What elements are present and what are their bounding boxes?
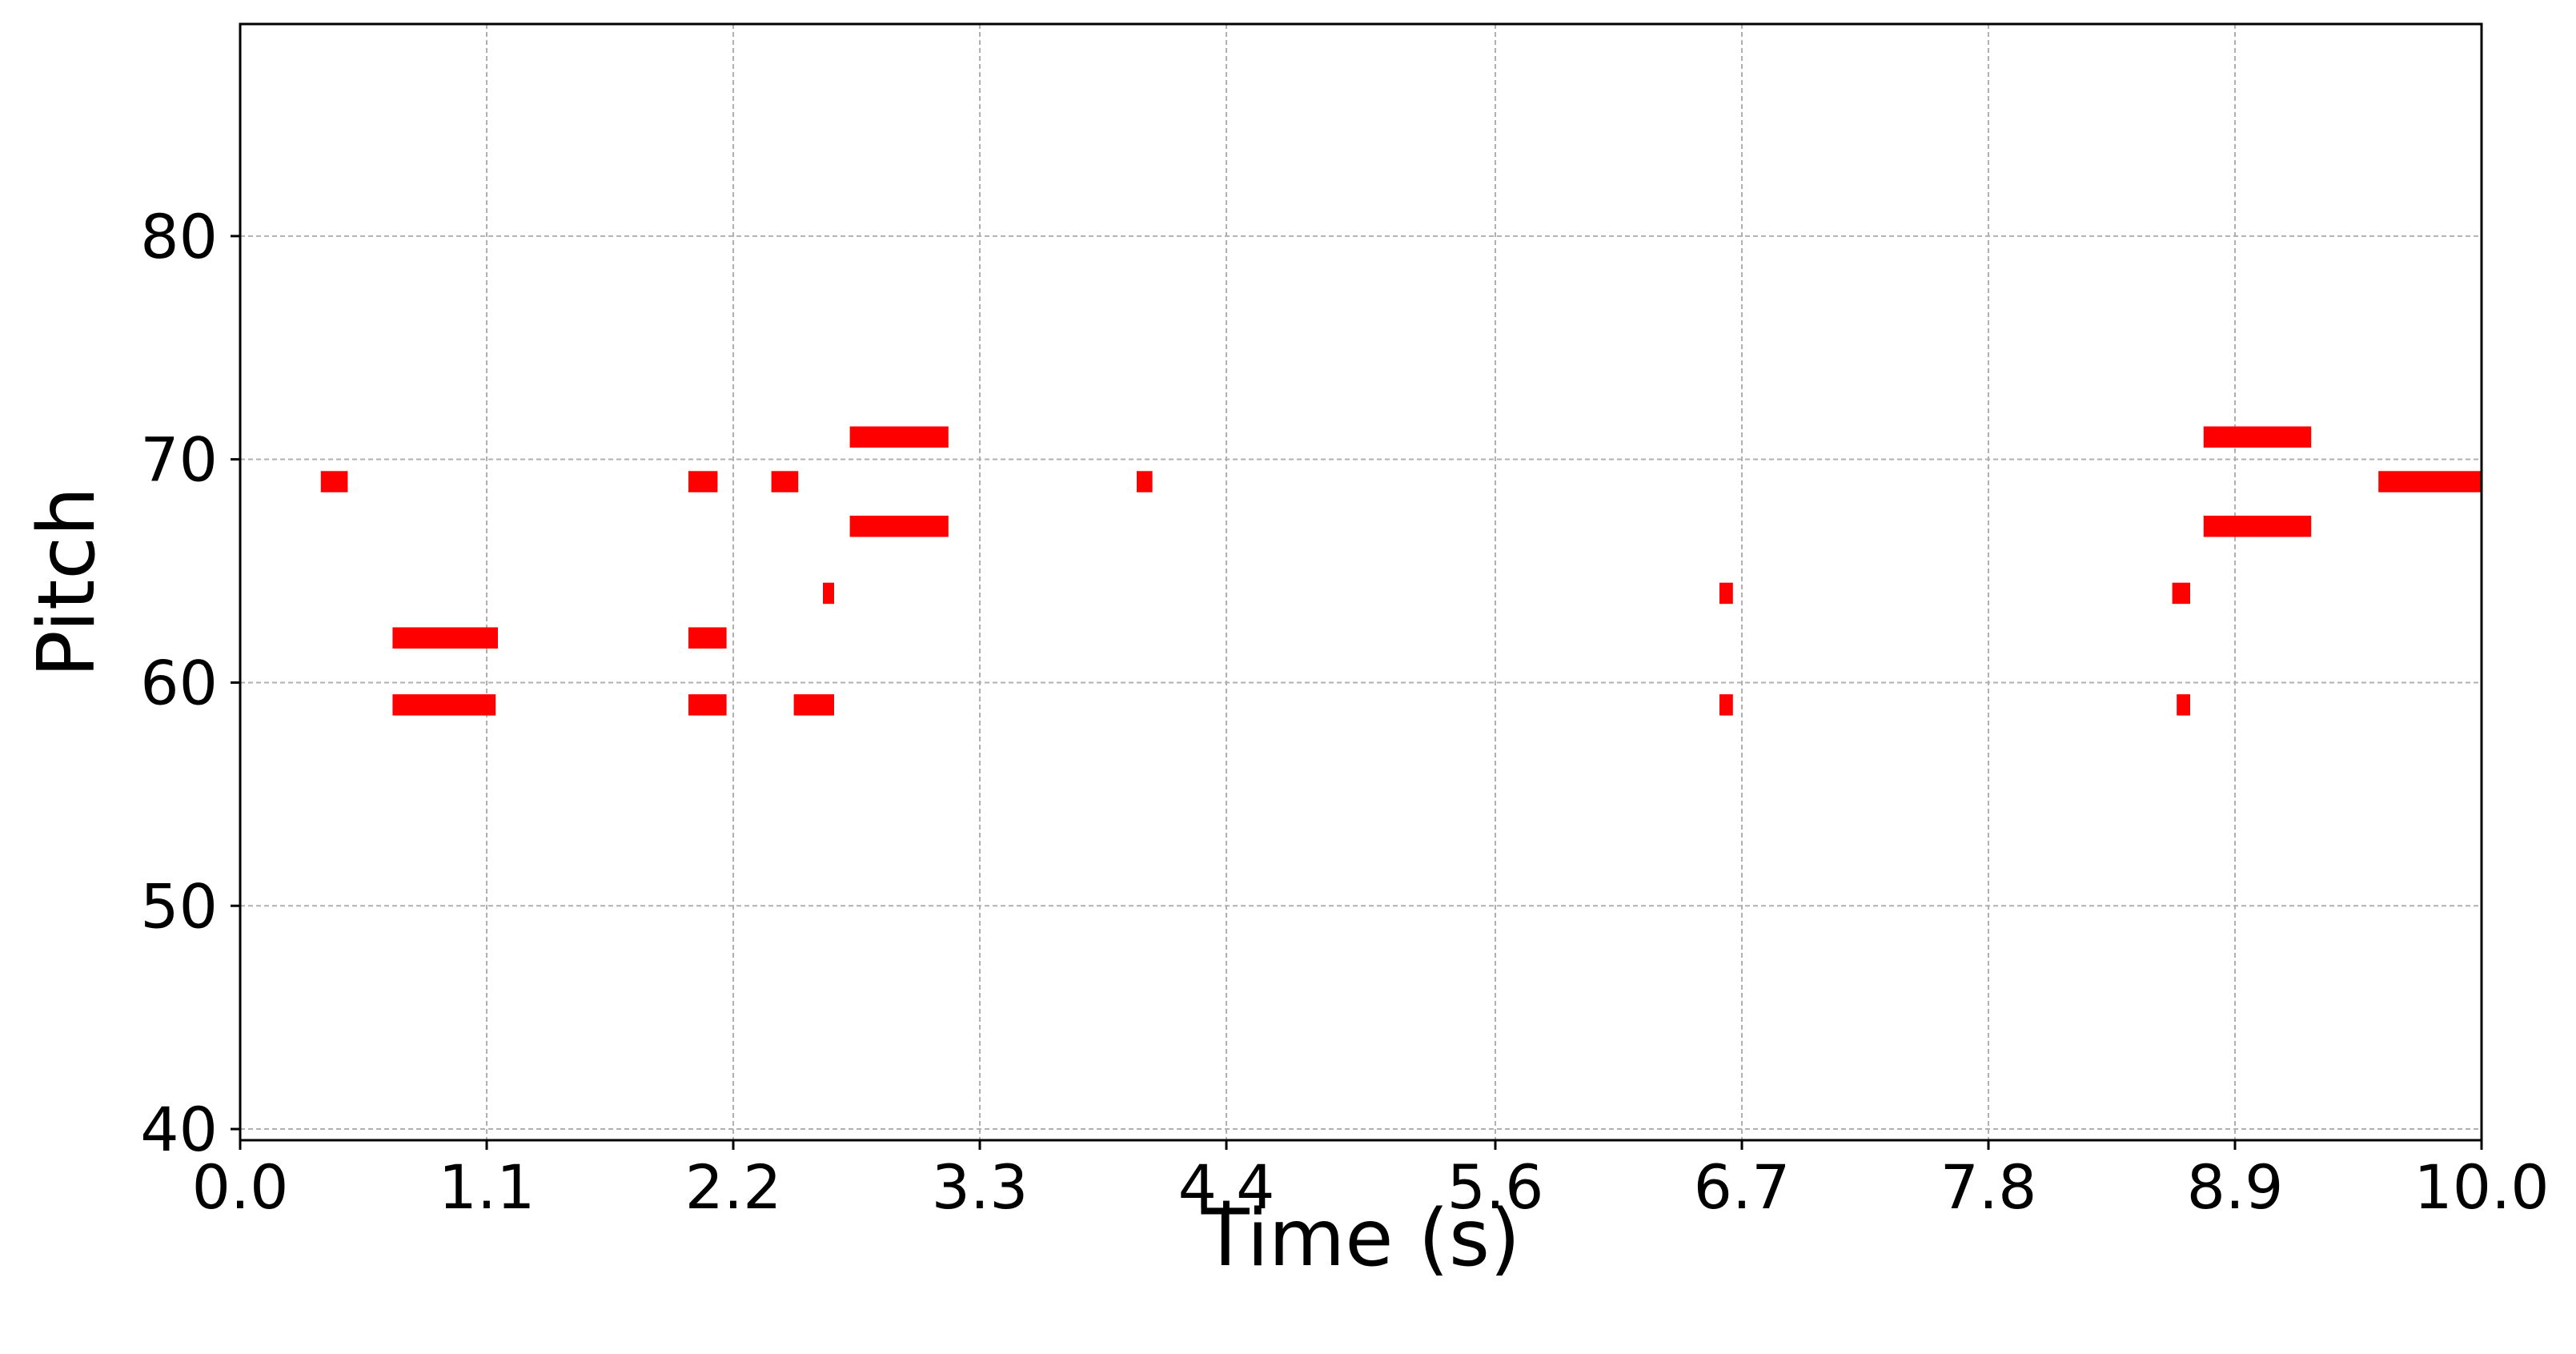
note-bar: [823, 582, 834, 605]
x-axis-label: Time (s): [1201, 1193, 1521, 1284]
note-bar: [688, 471, 718, 492]
plot-frame: [239, 22, 2483, 1142]
note-bar: [688, 627, 727, 649]
note-bar: [688, 694, 727, 716]
note-bar: [849, 426, 949, 448]
y-tick-label: 80: [140, 201, 218, 272]
x-tick-label: 10.0: [2413, 1151, 2549, 1223]
note-bar: [1137, 471, 1153, 492]
note-bar: [1719, 582, 1733, 605]
note-bar: [392, 627, 498, 649]
note-bar: [2177, 694, 2190, 716]
note-bar: [320, 471, 348, 492]
note-bar: [849, 516, 949, 537]
note-bar: [2203, 516, 2312, 537]
x-tick-label: 1.1: [439, 1151, 536, 1223]
note-bar: [2203, 426, 2312, 448]
note-bar: [2378, 471, 2482, 492]
x-tick-label: 8.9: [2187, 1151, 2284, 1223]
notes: [320, 426, 2482, 716]
y-tick-label: 50: [140, 870, 218, 942]
x-tick-label: 7.8: [1940, 1151, 2037, 1223]
note-bar: [771, 471, 799, 492]
x-tick-label: 0.0: [192, 1151, 289, 1223]
note-bar: [1719, 694, 1733, 716]
x-tick-label: 6.7: [1694, 1151, 1791, 1223]
y-tick-label: 40: [140, 1094, 218, 1165]
note-bar: [2172, 582, 2190, 605]
y-axis-label: Pitch: [22, 487, 113, 678]
x-tick-label: 4.4: [1178, 1151, 1275, 1223]
note-bar: [793, 694, 834, 716]
ticks: 0.0 1.1 2.2 3.3 4.4 5.6 6.7 7.8 8.9 10.0 40 50 60 70 8…: [140, 201, 2549, 1223]
x-tick-label: 3.3: [932, 1151, 1029, 1223]
note-bar: [392, 694, 496, 716]
y-tick-label: 60: [140, 647, 218, 718]
x-tick-label: 5.6: [1447, 1151, 1544, 1223]
y-tick-label: 70: [140, 424, 218, 496]
x-tick-label: 2.2: [685, 1151, 782, 1223]
